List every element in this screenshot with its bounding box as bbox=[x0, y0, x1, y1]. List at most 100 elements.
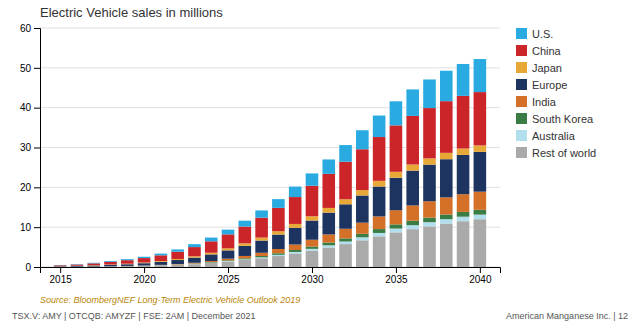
x-tick-label: 2030 bbox=[301, 274, 324, 285]
x-tick-mark bbox=[480, 267, 481, 273]
bar bbox=[71, 266, 84, 267]
y-tick-label: 60 bbox=[20, 23, 32, 34]
bar bbox=[239, 243, 252, 246]
bar bbox=[289, 197, 302, 224]
bar bbox=[289, 187, 302, 197]
y-tick: 10 bbox=[20, 222, 40, 233]
bar bbox=[390, 101, 403, 125]
series-bars bbox=[54, 92, 486, 266]
legend-item: China bbox=[516, 45, 562, 57]
x-tick: 2035 bbox=[385, 267, 408, 285]
bar bbox=[474, 192, 487, 210]
bar bbox=[406, 229, 419, 267]
bar bbox=[474, 152, 487, 192]
bar bbox=[356, 234, 369, 238]
bar bbox=[171, 265, 184, 267]
bar bbox=[440, 71, 453, 101]
y-tick-label: 10 bbox=[20, 222, 32, 233]
x-tick-label: 2025 bbox=[217, 274, 240, 285]
legend-swatch bbox=[516, 113, 527, 124]
bar bbox=[306, 186, 319, 216]
bar bbox=[54, 266, 67, 267]
x-tick-mark bbox=[396, 267, 397, 273]
x-tick: 2015 bbox=[50, 267, 73, 285]
y-tick-mark bbox=[34, 148, 40, 149]
legend-swatch bbox=[516, 28, 527, 39]
legend-label: Rest of world bbox=[532, 147, 596, 159]
bar bbox=[205, 254, 218, 261]
grid bbox=[40, 28, 500, 267]
legend-item: Rest of world bbox=[516, 147, 596, 159]
bar bbox=[440, 153, 453, 159]
y-tick: 40 bbox=[20, 102, 40, 113]
bar bbox=[474, 215, 487, 220]
bar bbox=[171, 264, 184, 265]
x-tick-label: 2040 bbox=[469, 274, 492, 285]
bar bbox=[440, 214, 453, 219]
bar bbox=[205, 241, 218, 252]
bar bbox=[373, 181, 386, 187]
legend-swatch bbox=[516, 45, 527, 56]
bar bbox=[423, 226, 436, 267]
x-tick: 2025 bbox=[217, 267, 240, 285]
bar bbox=[322, 213, 335, 235]
bar bbox=[255, 241, 268, 253]
bar bbox=[322, 159, 335, 173]
bar bbox=[71, 266, 84, 267]
bar bbox=[390, 178, 403, 211]
bar bbox=[87, 266, 100, 267]
y-tick-label: 50 bbox=[20, 63, 32, 74]
bar bbox=[474, 219, 487, 267]
series-bars bbox=[54, 192, 486, 267]
bar bbox=[440, 224, 453, 267]
legend-swatch bbox=[516, 62, 527, 73]
x-axis: 201520202025203020352040 bbox=[41, 267, 501, 285]
bar bbox=[121, 264, 134, 266]
bar bbox=[289, 228, 302, 245]
bar bbox=[239, 246, 252, 256]
bar bbox=[71, 265, 84, 266]
source-note: Source: BloombergNEF Long-Term Electric … bbox=[40, 295, 300, 305]
bar bbox=[406, 171, 419, 206]
series-bars bbox=[54, 152, 486, 267]
y-tick-mark bbox=[34, 68, 40, 69]
bar bbox=[104, 262, 117, 265]
bar bbox=[239, 256, 252, 258]
bar bbox=[390, 232, 403, 267]
legend-swatch bbox=[516, 130, 527, 141]
bar bbox=[423, 218, 436, 223]
bar bbox=[390, 229, 403, 233]
bar bbox=[188, 244, 201, 247]
bar bbox=[104, 266, 117, 267]
bar bbox=[306, 240, 319, 247]
bar bbox=[457, 155, 470, 194]
x-tick-mark bbox=[228, 267, 229, 273]
series-bars bbox=[54, 59, 486, 265]
bar bbox=[322, 245, 335, 247]
x-tick: 2030 bbox=[301, 267, 324, 285]
bar bbox=[423, 108, 436, 158]
bar bbox=[155, 255, 168, 261]
bar bbox=[406, 225, 419, 229]
bar bbox=[306, 247, 319, 249]
bar bbox=[356, 195, 369, 222]
bar bbox=[71, 266, 84, 267]
bar bbox=[356, 149, 369, 190]
bar bbox=[356, 237, 369, 240]
bar bbox=[289, 250, 302, 252]
bar bbox=[188, 256, 201, 257]
bar bbox=[390, 210, 403, 224]
bar bbox=[188, 258, 201, 263]
legend: U.S.ChinaJapanEuropeIndiaSouth KoreaAust… bbox=[516, 28, 596, 159]
grid-line bbox=[40, 28, 500, 29]
bar bbox=[390, 125, 403, 171]
bar bbox=[272, 249, 285, 253]
bar bbox=[339, 229, 352, 239]
bar bbox=[423, 158, 436, 164]
y-tick-mark bbox=[34, 267, 40, 268]
bar bbox=[356, 130, 369, 149]
bar bbox=[222, 250, 235, 258]
bar bbox=[272, 235, 285, 249]
bar bbox=[306, 251, 319, 267]
bar bbox=[155, 262, 168, 265]
